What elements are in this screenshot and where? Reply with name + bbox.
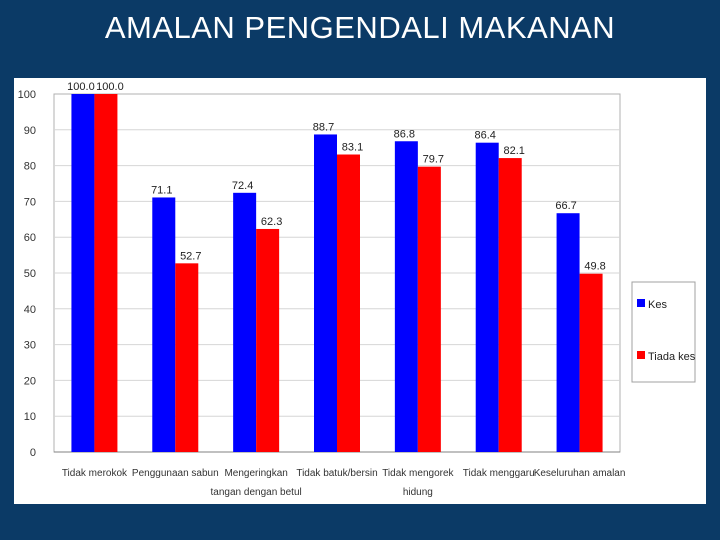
y-tick-label: 90 (24, 125, 36, 137)
data-label: 82.1 (504, 145, 525, 157)
legend-swatch (637, 299, 645, 307)
legend-box (631, 281, 696, 383)
x-tick-label: Tidak merokok (62, 468, 128, 479)
bar-tiada-kes (337, 154, 360, 452)
data-label: 83.1 (342, 142, 363, 154)
bar-tiada-kes (256, 228, 280, 452)
data-label: 62.3 (261, 216, 282, 228)
bar-kes (556, 213, 580, 452)
slide-title: AMALAN PENGENDALI MAKANAN (104, 10, 616, 45)
bar-kes (71, 94, 95, 452)
y-tick-label: 0 (30, 447, 36, 459)
data-label: 86.4 (475, 130, 496, 142)
x-tick-label: Tidak menggaru (463, 468, 535, 479)
y-tick-label: 70 (24, 196, 36, 208)
x-tick-label: Keseluruhan amalan (534, 468, 626, 479)
data-label: 86.8 (394, 128, 415, 140)
bar-tiada-kes (417, 166, 441, 452)
bar-kes (152, 197, 176, 452)
x-tick-label: Penggunaan sabun (132, 468, 219, 479)
data-label: 72.4 (232, 180, 253, 192)
bar-kes (314, 134, 337, 453)
data-label: 100.0 (96, 81, 124, 93)
x-tick-label: tangan dengan betul (211, 487, 302, 498)
bar-kes (233, 192, 257, 453)
y-tick-label: 50 (24, 268, 36, 280)
data-label: 79.7 (423, 154, 444, 166)
bar-tiada-kes (175, 263, 199, 452)
y-tick-label: 30 (24, 340, 36, 352)
chart-panel: 0 10 20 30 40 50 60 70 80 90 100 100.0 100.0 Tidak me… (14, 78, 706, 504)
y-tick-label: 80 (24, 161, 36, 173)
data-label: 71.1 (151, 184, 172, 196)
data-label: 66.7 (555, 200, 576, 212)
bar-kes (475, 142, 499, 453)
x-tick-label: Tidak mengorek (382, 468, 454, 479)
y-tick-label: 10 (24, 411, 36, 423)
legend-label: Tiada kes (648, 351, 696, 363)
legend-label: Kes (648, 299, 667, 311)
y-tick-label: 60 (24, 232, 36, 244)
bar-chart: 0 10 20 30 40 50 60 70 80 90 100 100.0 100.0 Tidak me… (18, 81, 696, 498)
data-label: 100.0 (67, 81, 95, 93)
bar-tiada-kes (498, 158, 522, 452)
bar-tiada-kes (94, 94, 118, 452)
bar-tiada-kes (579, 273, 603, 452)
y-tick-label: 20 (24, 375, 36, 387)
legend-swatch (637, 351, 645, 359)
data-label: 49.8 (584, 261, 605, 273)
bar-kes (394, 141, 418, 453)
x-tick-label: Tidak batuk/bersin (296, 468, 377, 479)
y-tick-label: 100 (18, 89, 36, 101)
y-tick-label: 40 (24, 304, 36, 316)
data-label: 52.7 (180, 250, 201, 262)
data-label: 88.7 (313, 121, 334, 133)
x-tick-label: Mengeringkan (224, 468, 287, 479)
x-tick-label: hidung (403, 487, 433, 498)
